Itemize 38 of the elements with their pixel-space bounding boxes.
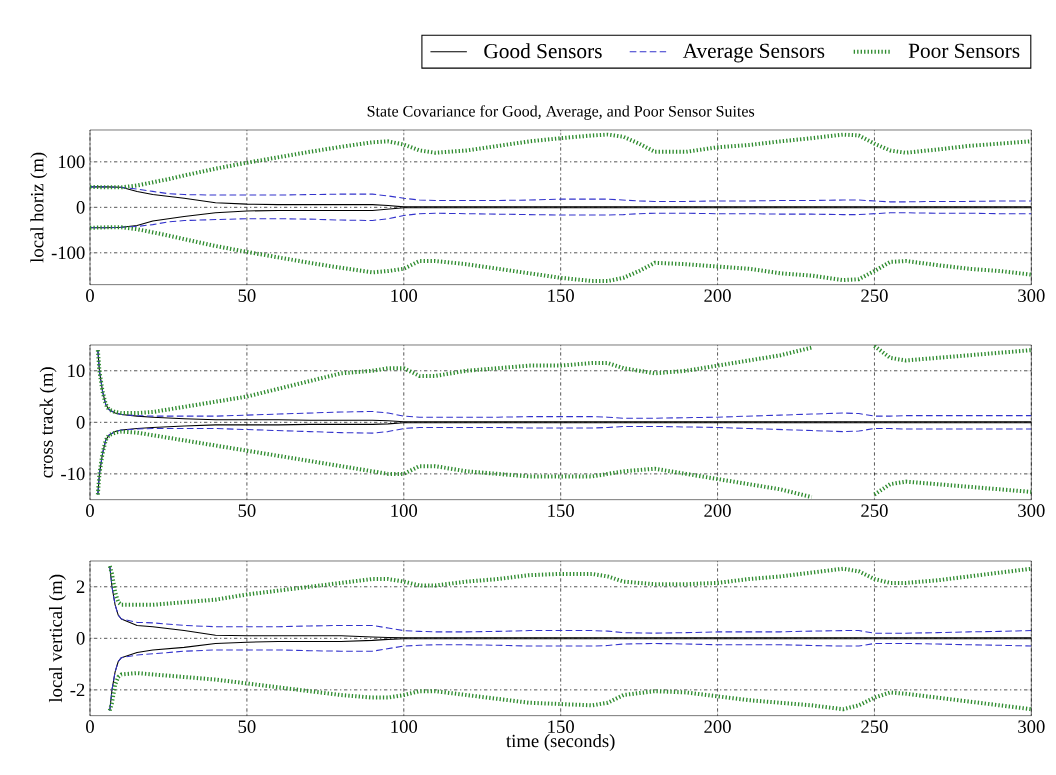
x-tick-label: 300 [1018, 720, 1045, 734]
x-tick-label: 250 [861, 720, 888, 734]
chart-title: State Covariance for Good, Average, and Poor Sensor Suites [367, 105, 755, 121]
y-tick-label: 2 [76, 580, 85, 594]
x-tick-label: 200 [704, 504, 731, 518]
x-axis-title: time (seconds) [506, 734, 615, 752]
x-tick-label: 100 [391, 289, 418, 303]
y-axis-title: local vertical (m) [48, 575, 66, 703]
x-tick-label: 100 [391, 504, 418, 518]
legend-label: Poor Sensors [908, 43, 1020, 59]
x-tick-label: 50 [238, 720, 256, 734]
x-tick-label: 300 [1018, 504, 1045, 518]
y-axis-title: local horiz (m) [30, 152, 48, 263]
x-tick-label: 150 [548, 504, 574, 518]
x-tick-label: 150 [548, 289, 574, 303]
x-tick-label: 250 [861, 504, 888, 518]
y-axis-title: cross track (m) [39, 367, 57, 478]
x-tick-label: 100 [391, 720, 418, 734]
x-tick-label: 300 [1018, 289, 1045, 303]
x-tick-label: 250 [861, 289, 888, 303]
x-tick-label: 200 [704, 289, 731, 303]
legend-label: Good Sensors [484, 43, 602, 59]
y-tick-label: -2 [70, 683, 85, 697]
y-tick-label: 0 [76, 632, 85, 645]
y-tick-label: 100 [58, 155, 85, 169]
y-tick-label: -100 [51, 246, 85, 260]
y-tick-label: 0 [76, 201, 85, 214]
x-tick-label: 0 [86, 504, 94, 518]
x-tick-label: 50 [238, 289, 256, 303]
x-tick-label: 200 [704, 720, 731, 734]
y-tick-label: 0 [76, 416, 85, 429]
y-tick-label: 10 [68, 364, 85, 378]
x-tick-label: 150 [548, 720, 574, 734]
x-tick-label: 0 [86, 289, 94, 303]
x-tick-label: 50 [238, 504, 256, 518]
y-tick-label: -10 [61, 467, 85, 481]
x-tick-label: 0 [86, 720, 94, 734]
legend-label: Average Sensors [682, 43, 825, 63]
